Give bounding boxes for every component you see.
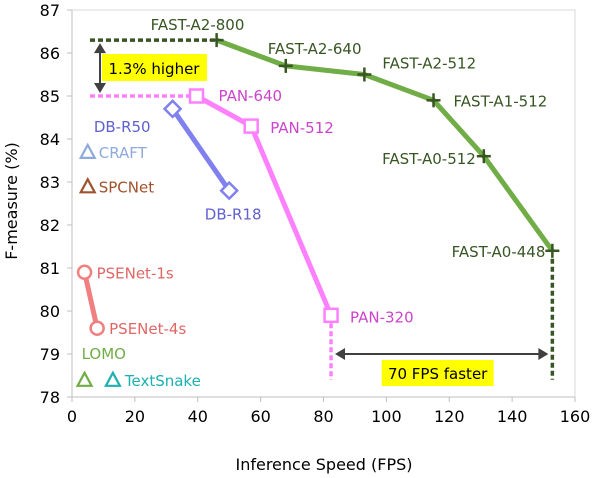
series-line-psenet [82, 271, 100, 329]
point-pan-512 [243, 118, 259, 134]
y-tick-label: 81 [40, 259, 60, 278]
label-psenet-1s: PSENet-1s [97, 264, 174, 282]
label-fast-a2-512: FAST-A2-512 [382, 55, 476, 73]
x-axis-title: Inference Speed (FPS) [235, 455, 412, 474]
x-tick-label: 80 [313, 407, 333, 426]
y-tick-label: 82 [40, 216, 60, 235]
y-tick-label: 78 [40, 388, 60, 407]
y-axis-title: F-measure (%) [2, 142, 21, 260]
higher-annotation-text: 1.3% higher [109, 60, 201, 78]
label-db-r50: DB-R50 [94, 118, 151, 136]
label-craft: CRAFT [99, 144, 148, 162]
label-pan-320: PAN-320 [350, 308, 414, 326]
point-lomo [75, 370, 94, 387]
annotation-layer: 1.3% higher 70 FPS faster [90, 38, 555, 386]
label-pan-640: PAN-640 [218, 87, 282, 105]
label-fast-a1-512: FAST-A1-512 [454, 92, 548, 110]
higher-highlight-box [102, 54, 207, 82]
x-tick-label: 160 [560, 407, 591, 426]
point-psenet-4s [89, 320, 105, 336]
label-psenet-4s: PSENet-4s [109, 320, 186, 338]
faster-annotation-text: 70 FPS faster [388, 365, 488, 383]
x-tick-label: 100 [371, 407, 402, 426]
x-tick-label: 0 [67, 407, 77, 426]
label-pan-512: PAN-512 [270, 119, 334, 137]
series-layer [75, 33, 560, 387]
point-db-r50 [162, 99, 183, 119]
y-tick-label: 80 [40, 302, 60, 321]
label-lomo: LOMO [82, 345, 126, 363]
point-pan-320 [323, 307, 339, 324]
label-spcnet: SPCNet [99, 178, 154, 196]
point-fast-a2-640 [278, 58, 293, 73]
label-fast-a0-512: FAST-A0-512 [382, 150, 476, 168]
point-pan-640 [188, 88, 205, 104]
label-fast-a2-640: FAST-A2-640 [268, 40, 362, 58]
point-textsnake [104, 370, 122, 387]
faster-arrow-head-left [335, 348, 346, 360]
y-tick-label: 86 [40, 44, 60, 63]
y-tick-label: 84 [40, 130, 60, 149]
y-tick-label: 85 [40, 87, 60, 106]
point-fast-a0-448 [545, 243, 560, 258]
point-craft [78, 142, 97, 159]
higher-arrow-head-up [94, 43, 106, 54]
point-fast-a2-512 [357, 67, 372, 82]
x-tick-label: 20 [125, 407, 145, 426]
x-tick-label: 40 [188, 407, 208, 426]
label-textsnake: TextSnake [124, 372, 201, 390]
point-labels: FAST-A2-800 FAST-A2-640 FAST-A2-512 FAST-A1… [82, 16, 548, 390]
faster-highlight-box [381, 360, 494, 386]
point-fast-a0-512 [476, 149, 491, 164]
y-tick-label: 87 [40, 1, 60, 20]
y-tick-label: 83 [40, 173, 60, 192]
faster-arrow-head-right [538, 348, 549, 360]
label-fast-a0-448: FAST-A0-448 [452, 243, 546, 261]
point-fast-a2-800 [209, 33, 224, 48]
label-db-r18: DB-R18 [205, 206, 262, 224]
point-fast-a1-512 [426, 93, 441, 108]
label-fast-a2-800: FAST-A2-800 [151, 16, 245, 34]
higher-arrow-head-down [94, 83, 106, 93]
series-line-db [170, 107, 232, 193]
x-tick-label: 140 [497, 407, 528, 426]
y-tick-label: 79 [40, 345, 60, 364]
point-db-r18 [219, 180, 239, 201]
x-tick-label: 60 [250, 407, 270, 426]
point-spcnet [78, 176, 97, 194]
axes: 0 20 40 60 80 100 120 140 160 78 79 80 81 82 83 84 85 86 8… [40, 1, 591, 426]
series-line-fast [215, 37, 555, 253]
point-psenet-1s [76, 264, 93, 281]
x-tick-label: 120 [434, 407, 465, 426]
